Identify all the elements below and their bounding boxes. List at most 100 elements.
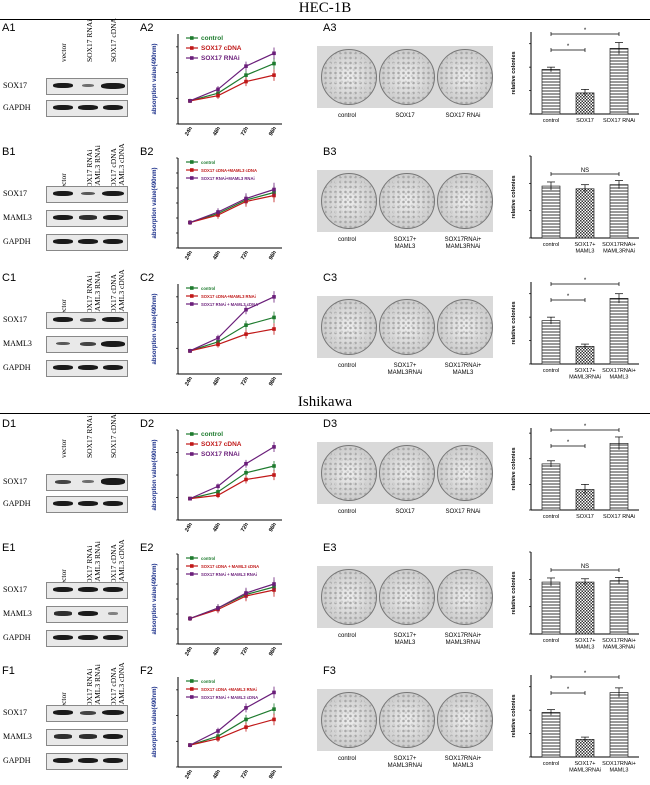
data-point (272, 707, 276, 711)
blot-d-lane-label: SOX17 RNAi (85, 415, 94, 458)
colony-dish-d (321, 445, 377, 501)
data-point (188, 616, 192, 621)
bar (609, 692, 629, 758)
blot-f-protein-label: GAPDH (3, 756, 31, 765)
data-point (244, 717, 248, 722)
y-axis-label: relative colonies (511, 301, 517, 344)
blot-e-band (103, 635, 123, 640)
line-chart-e2: 24h 48h 72h 96h absorption value(490nm) contr… (152, 553, 282, 657)
legend-marker (190, 695, 194, 699)
data-point (244, 79, 248, 84)
colony-dish-f (379, 692, 435, 748)
blot-f-band (102, 709, 124, 716)
colony-dish-e (437, 569, 493, 625)
blot-f-band (53, 710, 73, 715)
x-tick-label: 72h (240, 645, 250, 657)
y-axis-label: relative colonies (511, 175, 517, 218)
data-point (216, 736, 220, 741)
significance-label: * (567, 44, 570, 50)
dish-caption-b: SOX17+ MAML3 (393, 237, 417, 250)
blot-c-band (102, 316, 124, 323)
y-axis-label: absorption value(490nm) (152, 686, 158, 757)
section-rule-hec1b (0, 19, 650, 20)
blot-e-strip-gapdh (46, 630, 128, 647)
x-tick-label: 24h (184, 375, 194, 387)
x-tick-label: 48h (212, 521, 222, 533)
blot-b-band (103, 215, 123, 220)
legend-entry: SOX17 cDNA (201, 441, 242, 448)
legend-marker (190, 302, 194, 306)
blot-c-band (53, 317, 73, 322)
series-line-sox17-cdna (189, 474, 275, 500)
blot-e-protein-label: GAPDH (3, 633, 31, 642)
dish-caption-b: SOX17RNAi+ MAML3RNAi (444, 237, 482, 250)
series-line-sox17-cdna-maml3-cdna (189, 589, 275, 620)
legend-entry: SOX17 cDNA+MAML3 RNAi (201, 294, 256, 299)
blot-a-protein-label: SOX17 (3, 81, 28, 90)
dish-caption-e: SOX17RNAi+ MAML3RNAi (444, 633, 482, 646)
significance-label: * (567, 440, 570, 446)
panel-label-f3: F3 (323, 665, 336, 677)
blot-a-band (103, 105, 123, 110)
x-category-label: SOX17+ MAML3 (575, 242, 596, 255)
blot-f-band (80, 710, 96, 715)
panel-label-c1: C1 (2, 272, 17, 284)
legend-marker (190, 176, 194, 180)
x-category-label: SOX17RNAi+ MAML3RNAi (602, 638, 636, 651)
data-point (244, 323, 248, 327)
panel-label-c2: C2 (140, 272, 155, 284)
legend-entry: SOX17 cDNA +MAML3 RNAi (201, 687, 257, 692)
bar (541, 185, 561, 239)
x-tick-label: 96h (268, 768, 278, 780)
blot-e-strip-maml3 (46, 606, 128, 623)
dish-caption-e: control (337, 633, 356, 639)
x-category-label: SOX17RNAi+ MAML3 (602, 761, 636, 774)
data-point (216, 484, 220, 489)
bar-chart-c4: relative colonies control SOX17+ MAML3RNAiS… (511, 278, 639, 381)
colony-dish-b (379, 173, 435, 229)
series-line-control (189, 708, 275, 746)
blot-c-band (80, 317, 96, 322)
blot-f-protein-label: SOX17 (3, 708, 28, 717)
blot-e-band (53, 635, 73, 640)
blot-a-band (53, 105, 73, 110)
x-category-label: control (543, 638, 560, 644)
dish-caption-f: control (337, 756, 356, 762)
data-point (216, 342, 220, 347)
panel-label-b3: B3 (323, 146, 337, 158)
data-point (272, 473, 276, 477)
section-title-ishikawa: Ishikawa (297, 394, 353, 410)
bar (541, 581, 561, 635)
colony-dish-f (321, 692, 377, 748)
y-axis-label: relative colonies (511, 694, 517, 737)
panel-label-a3: A3 (323, 22, 337, 34)
data-point (216, 729, 220, 733)
y-axis-label: relative colonies (511, 447, 517, 490)
blot-b-band (53, 215, 73, 220)
data-point (244, 706, 248, 710)
data-point (216, 490, 220, 494)
panel-label-d3: D3 (323, 418, 338, 430)
data-point (272, 582, 276, 586)
bar-chart-d4: relative colonies control SOX17 SOX17 RNAi *… (511, 424, 639, 520)
colony-dish-c (379, 299, 435, 355)
data-point (188, 220, 192, 225)
colony-dish-f (437, 692, 493, 748)
data-point (244, 461, 248, 466)
bar-chart-b4: relative colonies control SOX17+ MAML3 SOX17… (511, 155, 639, 255)
blot-e-strip-sox17 (46, 582, 128, 599)
significance-label: * (584, 28, 587, 34)
dish-caption-a: SOX17 (395, 113, 415, 119)
colony-dish-a (321, 49, 377, 105)
blot-e-band (78, 611, 98, 616)
dish-caption-c: SOX17+ MAML3RNAi (387, 363, 423, 376)
blot-c-band (78, 365, 98, 370)
dish-caption-c: SOX17RNAi+ MAML3 (444, 363, 482, 376)
significance-label: * (567, 687, 570, 693)
blot-e-lane-label: SOX17 RNAi MAML3 RNAi (85, 541, 102, 588)
dish-caption-e: SOX17+ MAML3 (393, 633, 417, 646)
legend-entry: SOX17 RNAi (201, 55, 240, 62)
x-tick-label: 48h (212, 125, 222, 137)
dish-caption-d: SOX17 RNAi (445, 509, 481, 515)
dish-caption-d: SOX17 (395, 509, 415, 515)
